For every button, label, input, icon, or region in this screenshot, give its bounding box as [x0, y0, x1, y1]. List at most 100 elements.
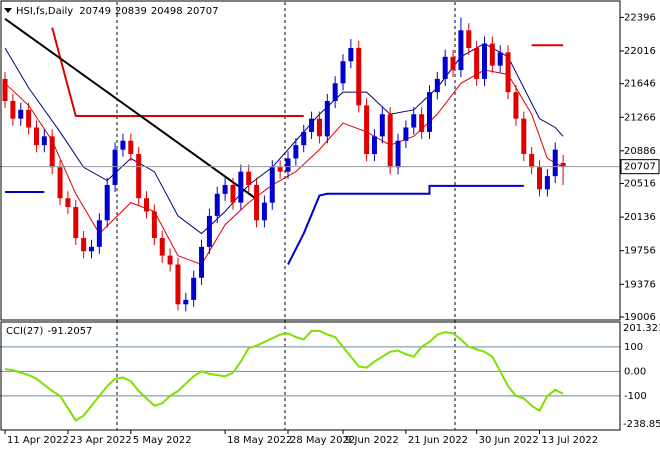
candle-body: [340, 61, 346, 84]
candle-body: [474, 47, 480, 79]
candle-body: [301, 131, 307, 146]
x-tick-label: 18 May 2022: [227, 435, 292, 446]
last-price-label: 20707: [624, 162, 656, 173]
candle-body: [88, 246, 94, 252]
overlay-line: [4, 17, 258, 200]
x-tick-label: 13 Jul 2022: [542, 435, 599, 446]
candle-body: [529, 154, 535, 168]
x-tick-label: 5 May 2022: [133, 435, 192, 446]
x-tick-label: 21 Jun 2022: [408, 435, 468, 446]
y-tick-label: 19006: [624, 312, 656, 323]
ohlc-high: 20839: [115, 6, 147, 17]
last-price-box: [620, 159, 660, 175]
candle-body: [261, 202, 267, 221]
indicator-line: [4, 329, 564, 422]
candle-body: [183, 299, 189, 305]
y-tick-label: 19756: [624, 246, 656, 257]
y-tick-label: 20136: [624, 212, 656, 223]
overlay-line: [5, 184, 524, 265]
candle-body: [238, 171, 244, 203]
candle-body: [26, 109, 32, 128]
y-tick-label: 19376: [624, 279, 656, 290]
chart-title: HSI,fs,Daily: [16, 6, 73, 17]
candle-body: [65, 198, 71, 208]
candle-body: [18, 109, 24, 119]
y-limit-label: -238.856: [623, 419, 660, 430]
candle-body: [10, 100, 16, 119]
separators: [116, 2, 456, 430]
candle-body: [497, 52, 503, 66]
x-tick-label: 11 Apr 2022: [7, 435, 69, 446]
candle-body: [81, 237, 87, 252]
candle-body: [159, 237, 165, 256]
x-tick-label: 23 Apr 2022: [70, 435, 132, 446]
candle-body: [57, 167, 63, 199]
candle-body: [73, 207, 79, 238]
candle-body: [309, 118, 315, 132]
candle-body: [521, 118, 527, 155]
candle-body: [379, 114, 385, 137]
plot-layer: 11 Apr 2022 23 Apr 2022 5 May 2022 18 May 2…: [0, 12, 660, 446]
candle-body: [269, 167, 275, 203]
y-tick-label: 0.00: [624, 366, 646, 377]
x-tick-label: 30 Jun 2022: [479, 435, 539, 446]
candle-body: [277, 167, 283, 172]
y-tick-label: 22396: [624, 12, 656, 23]
candle-body: [552, 149, 558, 177]
candle-body: [222, 184, 228, 194]
candle-body: [230, 184, 236, 203]
y-tick-label: 21266: [624, 112, 656, 123]
x-tick-label: 9 Jun 2022: [345, 435, 399, 446]
candle-body: [364, 105, 370, 155]
ohlc-low: 20498: [151, 6, 183, 17]
candle-body: [285, 158, 291, 172]
y-limit-label: 201.3217: [623, 323, 660, 334]
candle-body: [426, 92, 432, 132]
candle-body: [419, 114, 425, 132]
candle-body: [466, 30, 472, 48]
ohlc-open: 20749: [79, 6, 111, 17]
candle-body: [136, 154, 142, 199]
candle-body: [254, 184, 260, 221]
candle-body: [356, 47, 362, 106]
candle-body: [560, 162, 566, 167]
candle-body: [151, 211, 157, 238]
candle-body: [167, 255, 173, 265]
candle-body: [33, 127, 39, 146]
candle-body: [104, 184, 110, 221]
candle-body: [387, 114, 393, 168]
candle-body: [49, 136, 55, 168]
candle-body: [481, 43, 487, 79]
candle-body: [175, 264, 181, 305]
candle-body: [332, 83, 338, 101]
x-tick-label: 28 May 2022: [290, 435, 355, 446]
candle-body: [41, 136, 47, 146]
candle-body: [450, 56, 456, 71]
candle-body: [513, 92, 519, 119]
candle-body: [191, 277, 197, 300]
candle-body: [324, 100, 330, 137]
candle-body: [442, 56, 448, 79]
candle-body: [434, 78, 440, 93]
candle-body: [246, 171, 252, 185]
y-tick-label: -100: [624, 391, 647, 402]
indicator-header: CCI(27) -91.2057: [6, 326, 92, 337]
candle-body: [144, 198, 150, 212]
candle-body: [411, 114, 417, 128]
candle-body: [348, 47, 354, 62]
candle-body: [489, 43, 495, 66]
indicator-value: -91.2057: [47, 326, 92, 337]
candle-body: [505, 52, 511, 93]
menu-triangle: [4, 8, 12, 13]
candle-body: [214, 193, 220, 216]
candle-body: [120, 140, 126, 150]
candle-body: [316, 118, 322, 137]
candle-body: [112, 149, 118, 185]
chart-header: HSI,fs,Daily 20749 20839 20498 20707: [16, 6, 218, 17]
candle-body: [128, 140, 134, 155]
candle-body: [371, 136, 377, 155]
candle-body: [403, 127, 409, 141]
candle-body: [537, 167, 543, 190]
